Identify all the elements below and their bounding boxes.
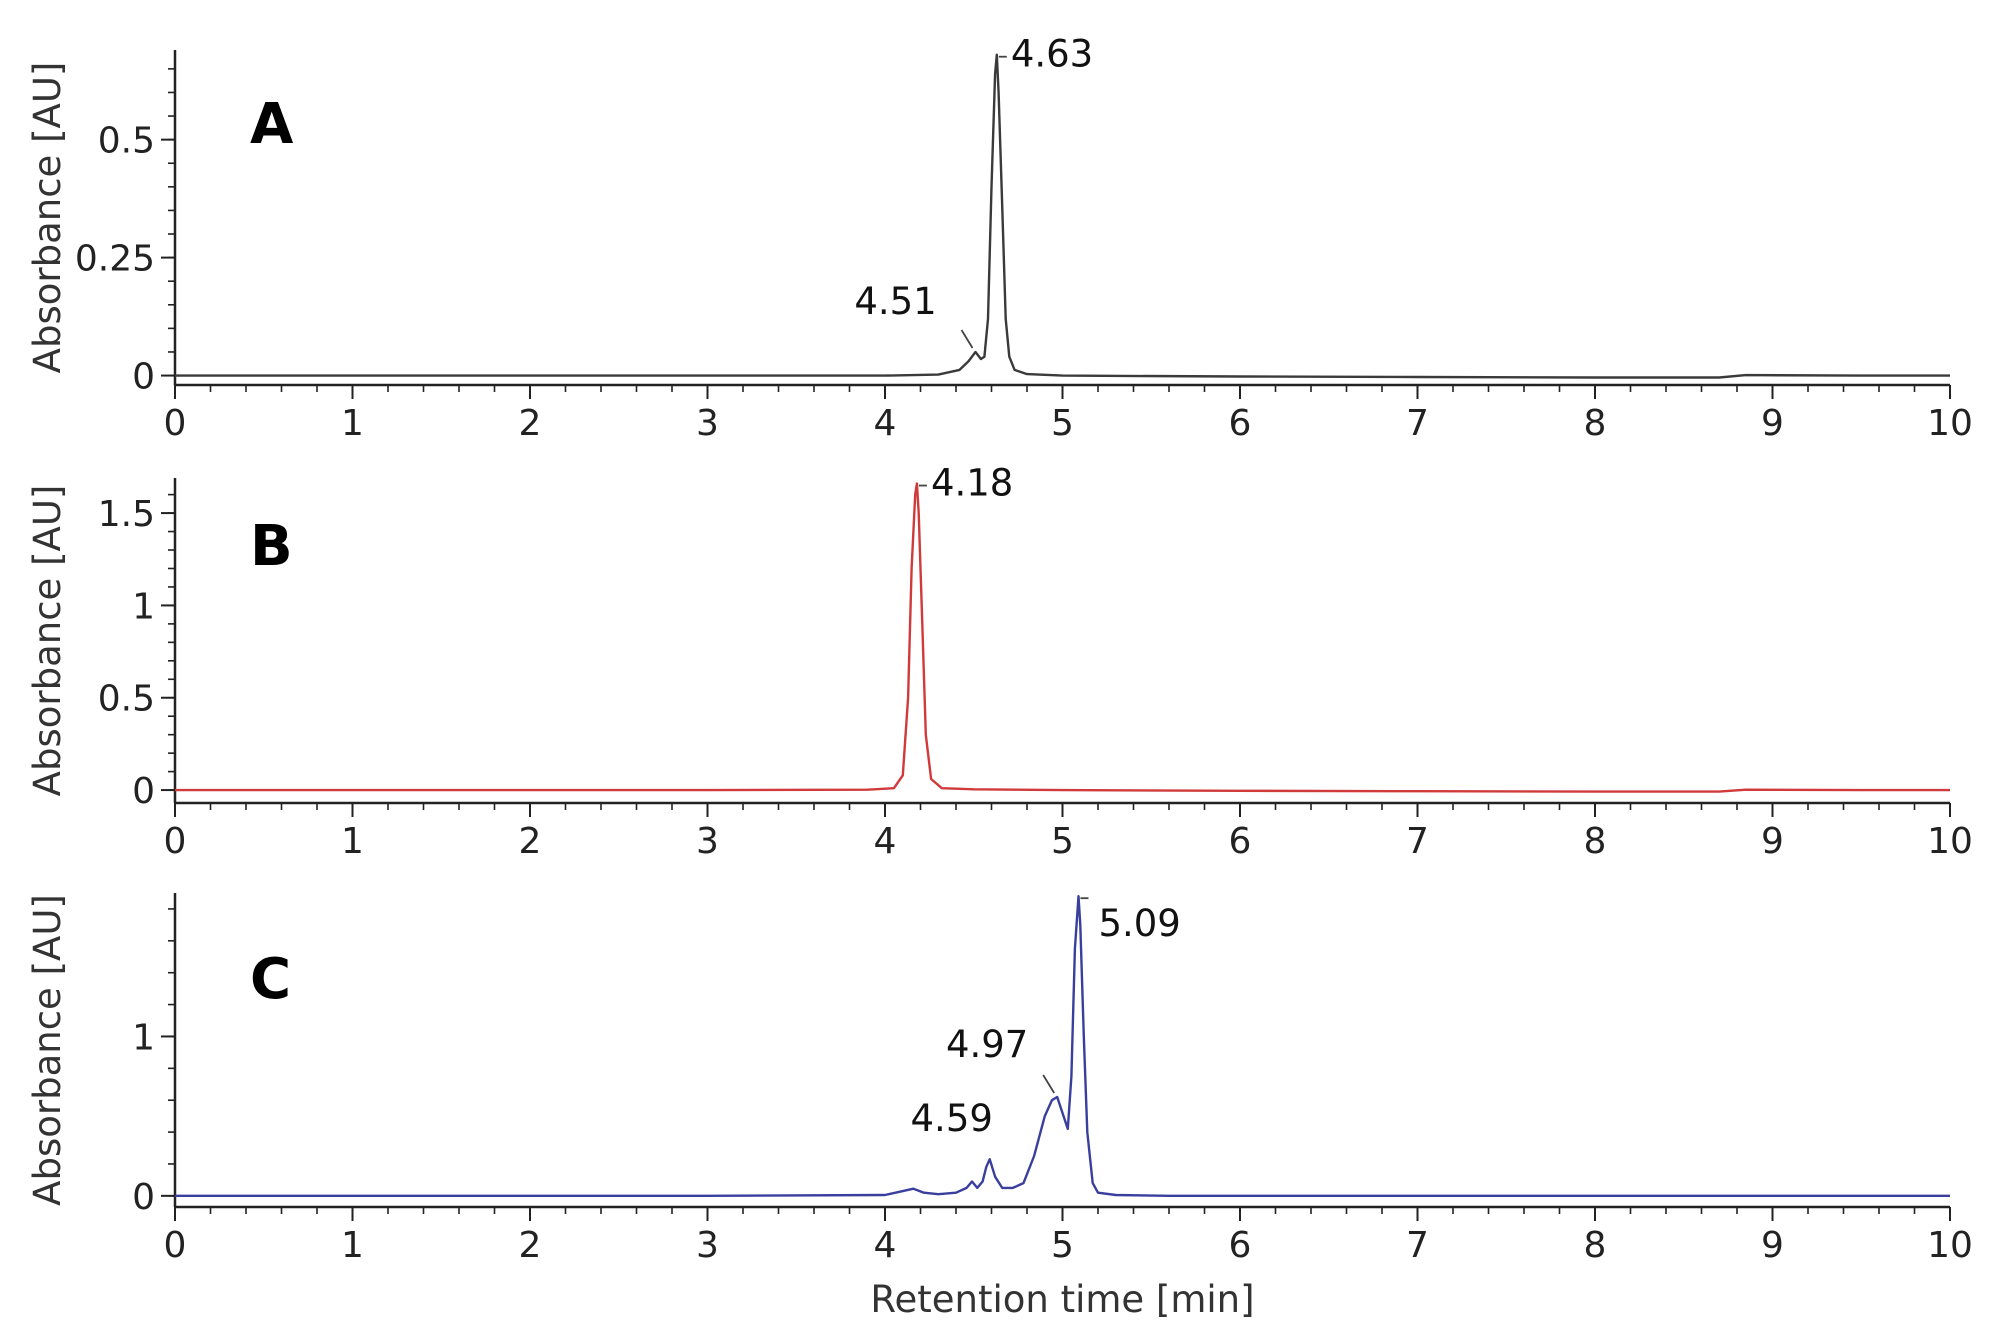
x-tick-label: 0 [164,1225,187,1266]
y-tick-label: 0.5 [98,121,155,162]
x-tick-label: 4 [874,821,897,862]
peak-leader [1042,1074,1055,1094]
x-tick-label: 8 [1584,821,1607,862]
y-tick-label: 1 [132,586,155,627]
peak-label: 5.09 [1098,902,1180,945]
chart-panel-c: 0 1 2 3 4 5 6 7 8 9 10 0 1 Absorbance [AU] Retention t… [26,893,1973,1321]
y-axis-label: Absorbance [AU] [26,62,69,374]
x-tick-label: 7 [1406,403,1429,444]
x-tick-label: 0 [164,821,187,862]
y-tick-label: 0 [132,357,155,398]
x-tick-label: 2 [519,821,542,862]
peak-label: 4.97 [946,1023,1028,1066]
x-tick-label: 10 [1927,403,1973,444]
peak-label: 4.51 [854,280,936,323]
x-tick-label: 5 [1051,1225,1074,1266]
peak-label: 4.59 [911,1097,993,1140]
panel-letter: B [250,514,293,579]
x-tick-label: 7 [1406,1225,1429,1266]
x-tick-label: 5 [1051,403,1074,444]
x-tick-label: 6 [1229,821,1252,862]
chromatogram-trace [175,482,1950,793]
x-tick-label: 9 [1761,1225,1784,1266]
x-tick-label: 8 [1584,1225,1607,1266]
x-tick-label: 2 [519,403,542,444]
panel-letter: C [250,947,291,1012]
x-tick-label: 10 [1927,821,1973,862]
x-tick-label: 1 [341,1225,364,1266]
x-tick-label: 3 [696,821,719,862]
chromatogram-trace [175,53,1950,379]
x-tick-label: 0 [164,403,187,444]
x-tick-label: 7 [1406,821,1429,862]
y-tick-label: 0.5 [98,679,155,720]
x-tick-label: 8 [1584,403,1607,444]
y-axis-label: Absorbance [AU] [26,894,69,1206]
x-tick-label: 1 [341,821,364,862]
x-tick-label: 6 [1229,403,1252,444]
panel-letter: A [250,92,294,157]
chromatogram-trace [175,895,1950,1197]
x-tick-label: 5 [1051,821,1074,862]
x-tick-label: 9 [1761,403,1784,444]
x-tick-label: 3 [696,1225,719,1266]
y-tick-label: 0.25 [75,239,155,280]
x-tick-label: 10 [1927,1225,1973,1266]
peak-label: 4.18 [931,462,1013,505]
y-tick-label: 1.5 [98,494,155,535]
y-tick-label: 0 [132,771,155,812]
x-axis-label: Retention time [min] [870,1278,1254,1321]
y-tick-label: 1 [132,1017,155,1058]
x-tick-label: 1 [341,403,364,444]
chart-panel-b: 0 1 2 3 4 5 6 7 8 9 10 0 0.5 1 1.5 Absorbance [AU] B 4.18 [26,462,1973,862]
x-tick-label: 4 [874,1225,897,1266]
x-tick-label: 3 [696,403,719,444]
y-tick-label: 0 [132,1177,155,1218]
chart-panel-a: 0 1 2 3 4 5 6 7 8 9 10 0 0.25 0.5 Absorbance [AU] A 4.63… [26,33,1973,444]
x-tick-label: 6 [1229,1225,1252,1266]
y-axis-label: Absorbance [AU] [26,485,69,797]
x-tick-label: 2 [519,1225,542,1266]
peak-label: 4.63 [1011,33,1093,76]
x-tick-label: 9 [1761,821,1784,862]
x-tick-label: 4 [874,403,897,444]
peak-leader [960,329,974,349]
